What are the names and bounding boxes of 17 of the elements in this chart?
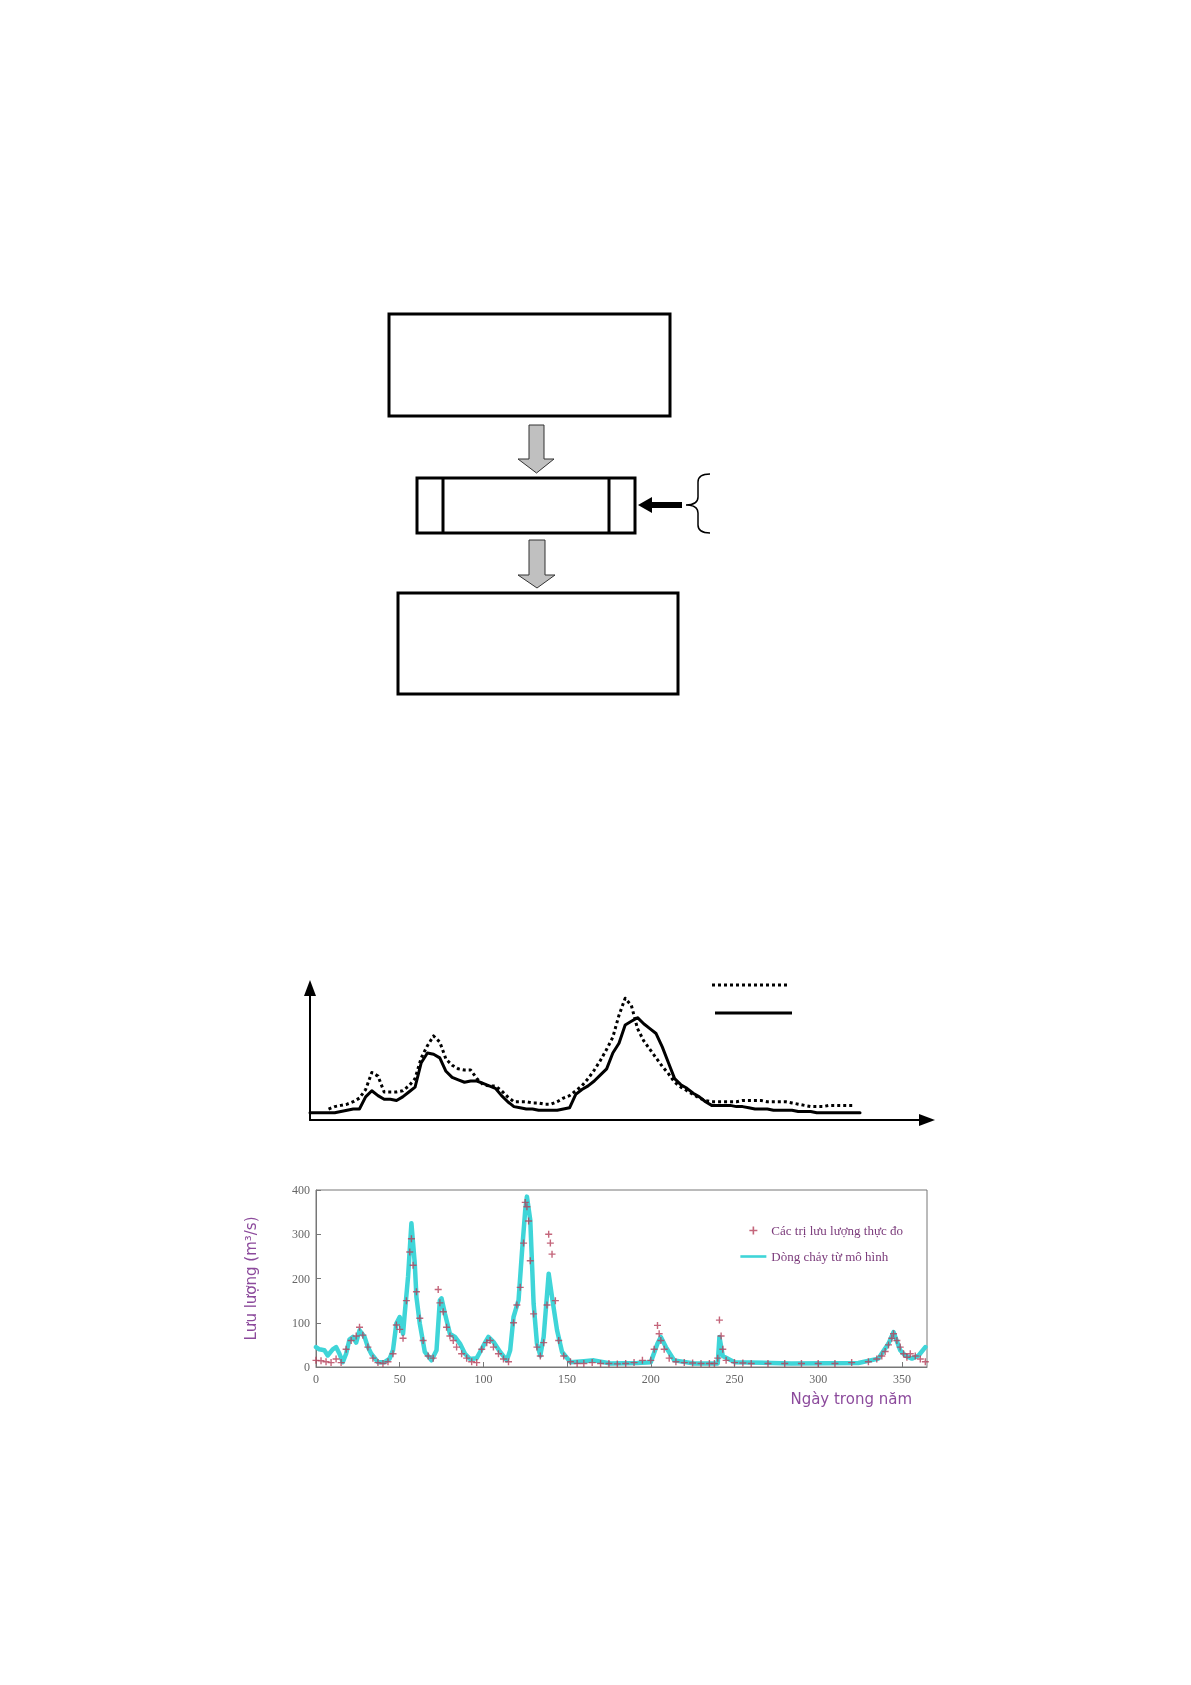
y-tick-label: 0	[304, 1360, 310, 1374]
x-tick-label: 250	[725, 1372, 744, 1386]
y-tick-label: 200	[292, 1271, 310, 1286]
y-tick-label: 100	[292, 1315, 310, 1330]
x-tick-label: 150	[558, 1372, 577, 1386]
legend-label: Dòng chảy từ mô hình	[771, 1249, 889, 1264]
x-tick-label: 200	[641, 1372, 660, 1386]
y-tick-label: 400	[292, 1183, 310, 1197]
x-tick-label: 350	[892, 1372, 911, 1386]
x-tick-label: 300	[809, 1372, 828, 1386]
x-tick-label: 50	[393, 1372, 406, 1386]
x-tick-label: 100	[474, 1372, 493, 1386]
y-tick-label: 300	[292, 1227, 310, 1242]
y-axis-title: Lưu lượng (m³/s)	[241, 1216, 260, 1341]
x-tick-label: 0	[313, 1372, 319, 1386]
legend-label: Các trị lưu lượng thực đo	[771, 1223, 904, 1238]
x-axis-title: Ngày trong năm	[790, 1389, 912, 1408]
